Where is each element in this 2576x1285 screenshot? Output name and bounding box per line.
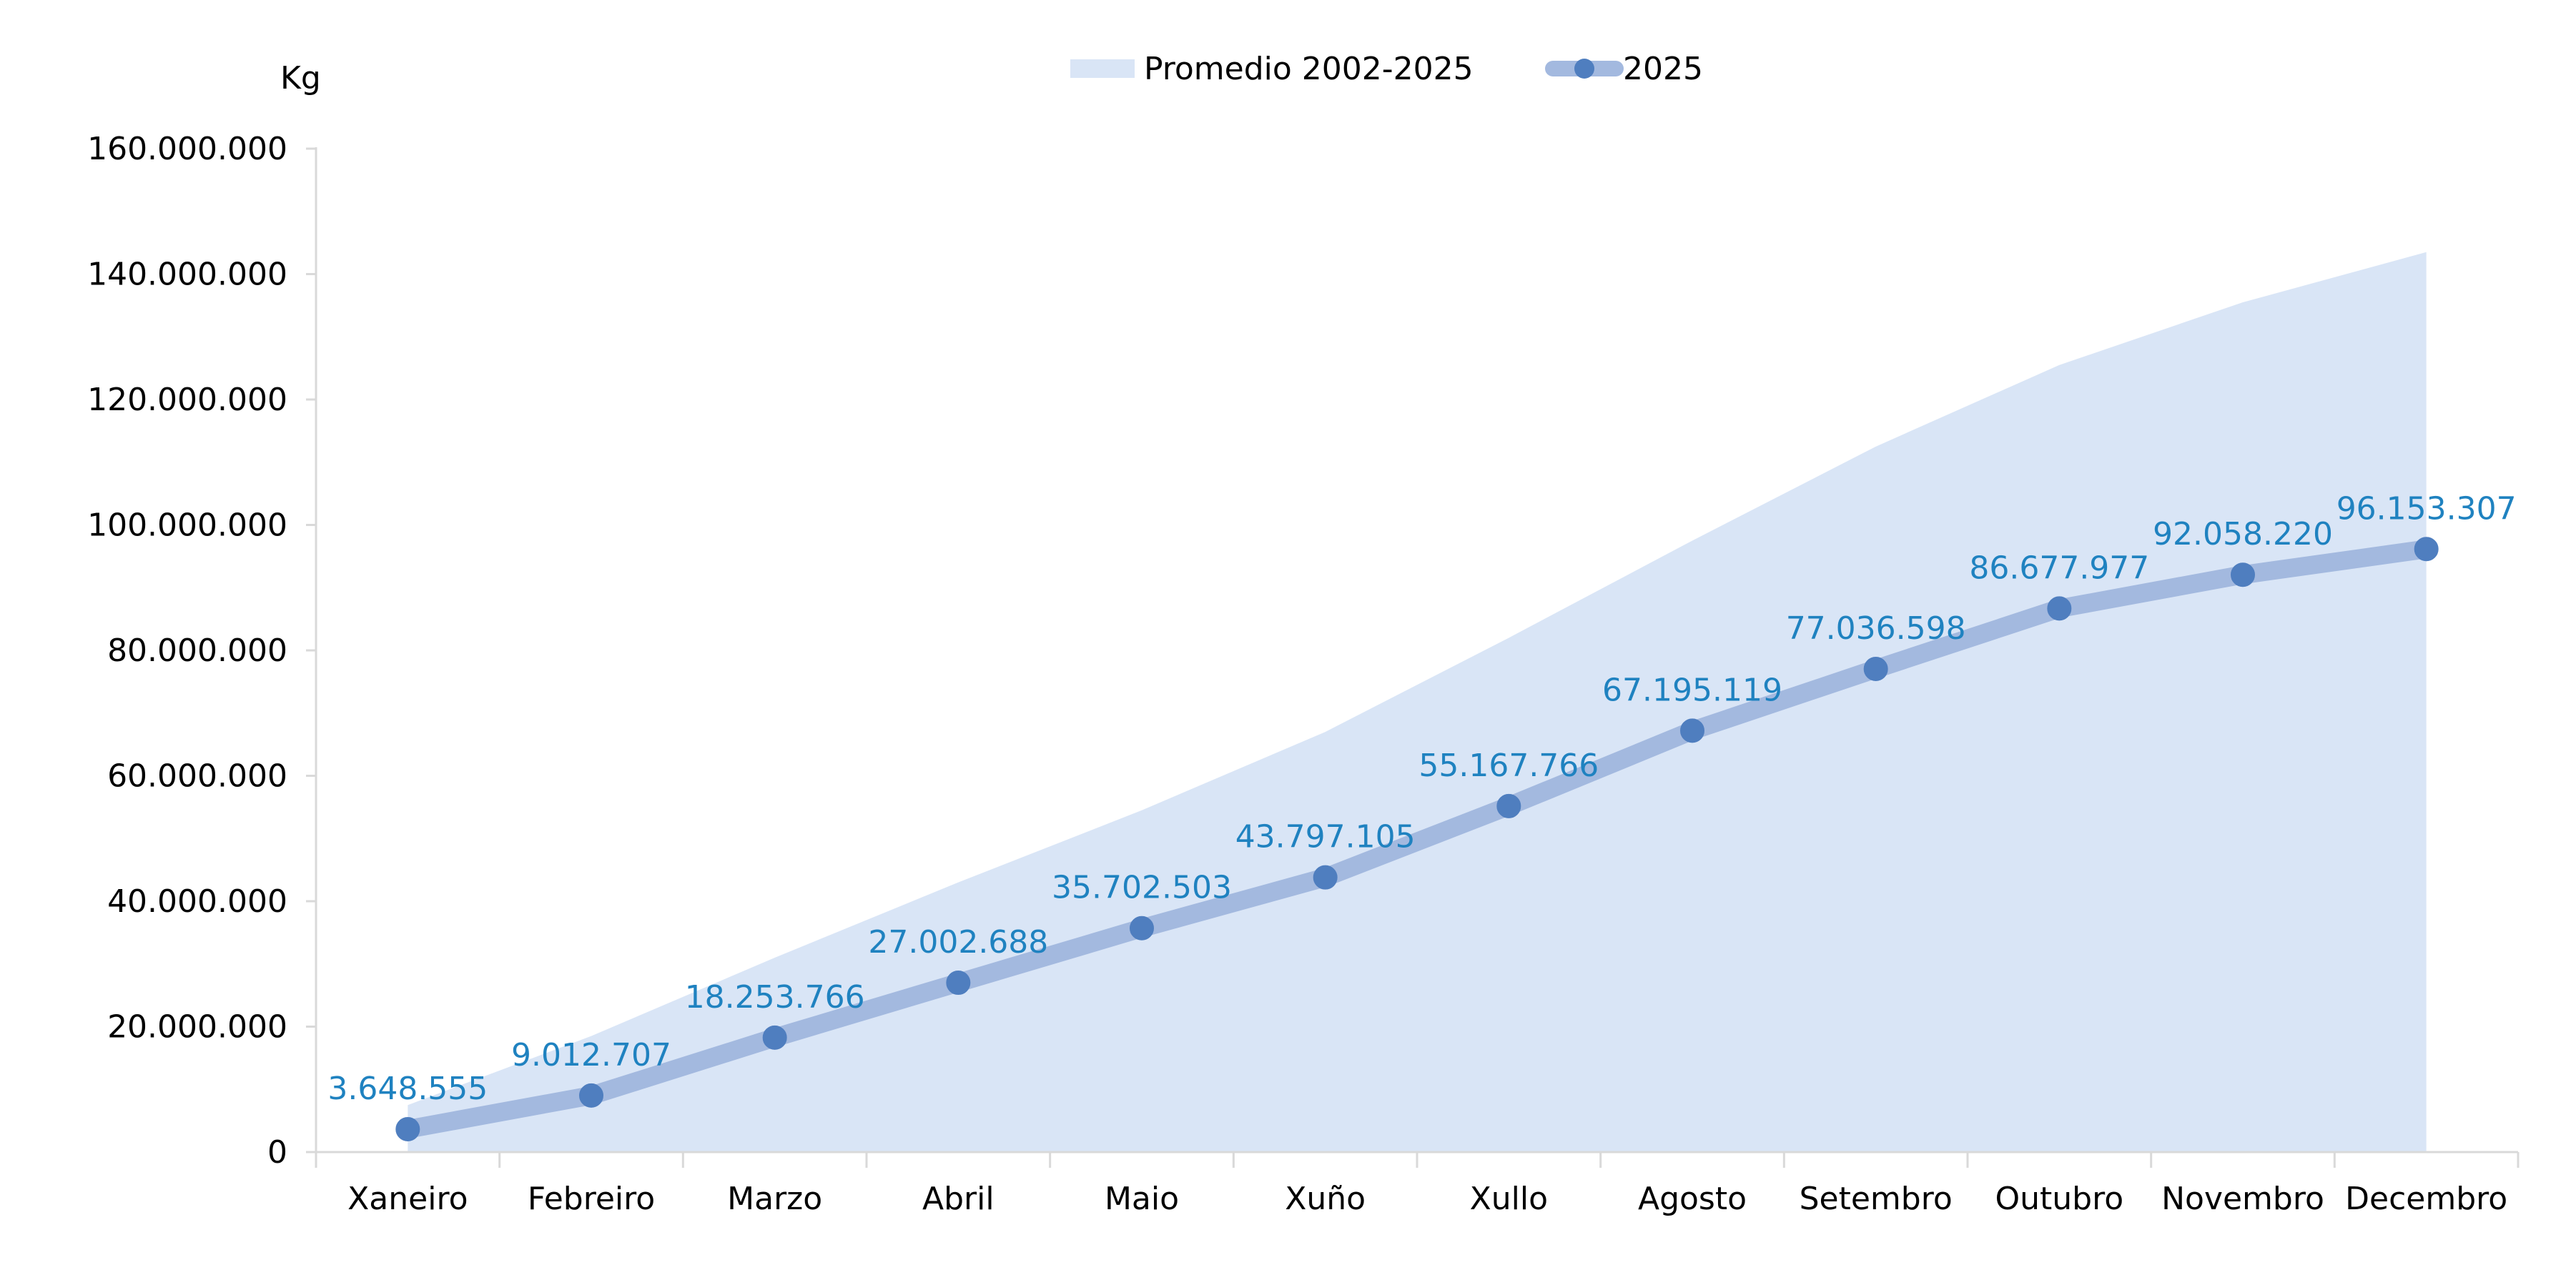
x-tick-label: Xullo (1470, 1181, 1548, 1217)
x-tick-label: Marzo (727, 1181, 822, 1217)
axis-layer: 0 20.000.000 40.000.000 60.000.000 80.000.00… (87, 131, 2520, 1217)
data-label-2025: 55.167.766 (1418, 748, 1599, 784)
data-point-2025 (1130, 916, 1154, 941)
y-axis-unit-label: Kg (280, 60, 321, 96)
y-tick-label: 100.000.000 (87, 507, 287, 544)
legend-line-label: 2025 (1623, 51, 1703, 87)
y-tick-label: 20.000.000 (107, 1009, 287, 1046)
area-layer (408, 252, 2427, 1153)
data-label-2025: 86.677.977 (1969, 550, 2149, 586)
line-layer (398, 540, 2436, 1138)
data-label-2025: 43.797.105 (1235, 819, 1416, 855)
data-point-2025 (2231, 562, 2255, 587)
data-point-2025 (1313, 865, 1338, 890)
x-tick-label: Febreiro (528, 1181, 655, 1217)
y-tick-label: 0 (267, 1134, 287, 1171)
data-point-2025 (2047, 596, 2072, 621)
y-tick-label: 80.000.000 (107, 632, 287, 669)
y-tick-label: 120.000.000 (87, 382, 287, 418)
data-label-2025: 92.058.220 (2153, 516, 2333, 552)
x-tick-label: Xuño (1285, 1181, 1366, 1217)
data-label-2025: 27.002.688 (868, 924, 1048, 961)
x-tick-label: Setembro (1800, 1181, 1953, 1217)
data-label-2025: 9.012.707 (511, 1037, 671, 1073)
data-point-2025 (1496, 793, 1521, 818)
x-tick-label: Xaneiro (347, 1181, 468, 1217)
data-label-2025: 67.195.119 (1602, 672, 1782, 708)
legend-area-label: Promedio 2002-2025 (1144, 51, 1474, 87)
y-tick-label: 160.000.000 (87, 131, 287, 167)
series-area-promedio (408, 252, 2427, 1153)
x-tick-label: Abril (922, 1181, 995, 1217)
legend-area-swatch (1070, 59, 1135, 78)
data-point-2025 (2414, 537, 2439, 562)
x-tick-label: Decembro (2345, 1181, 2507, 1217)
data-point-2025 (1863, 657, 1888, 682)
data-point-2025 (762, 1025, 787, 1050)
data-point-2025 (579, 1083, 603, 1108)
data-point-2025 (1680, 718, 1704, 743)
data-point-2025 (946, 971, 971, 996)
data-label-2025: 3.648.555 (327, 1071, 488, 1107)
series-line-2025 (398, 540, 2436, 1138)
y-tick-label: 60.000.000 (107, 758, 287, 795)
data-label-2025: 35.702.503 (1052, 870, 1232, 906)
x-tick-label: Agosto (1638, 1181, 1747, 1217)
x-tick-label: Outubro (1995, 1181, 2124, 1217)
y-tick-label: 140.000.000 (87, 257, 287, 293)
data-label-2025: 96.153.307 (2336, 490, 2517, 527)
y-tick-label: 40.000.000 (107, 883, 287, 920)
x-tick-label: Maio (1105, 1181, 1179, 1217)
data-point-2025 (395, 1116, 420, 1141)
x-tick-label: Novembro (2161, 1181, 2324, 1217)
data-label-2025: 18.253.766 (685, 979, 865, 1016)
legend: Promedio 2002-2025 2025 (1070, 51, 1703, 87)
data-label-layer: 3.648.555 9.012.707 18.253.76627.002.68835… (327, 490, 2516, 1107)
data-label-2025: 77.036.598 (1786, 610, 1966, 647)
legend-line-marker (1574, 59, 1594, 79)
marker-layer (395, 537, 2439, 1141)
